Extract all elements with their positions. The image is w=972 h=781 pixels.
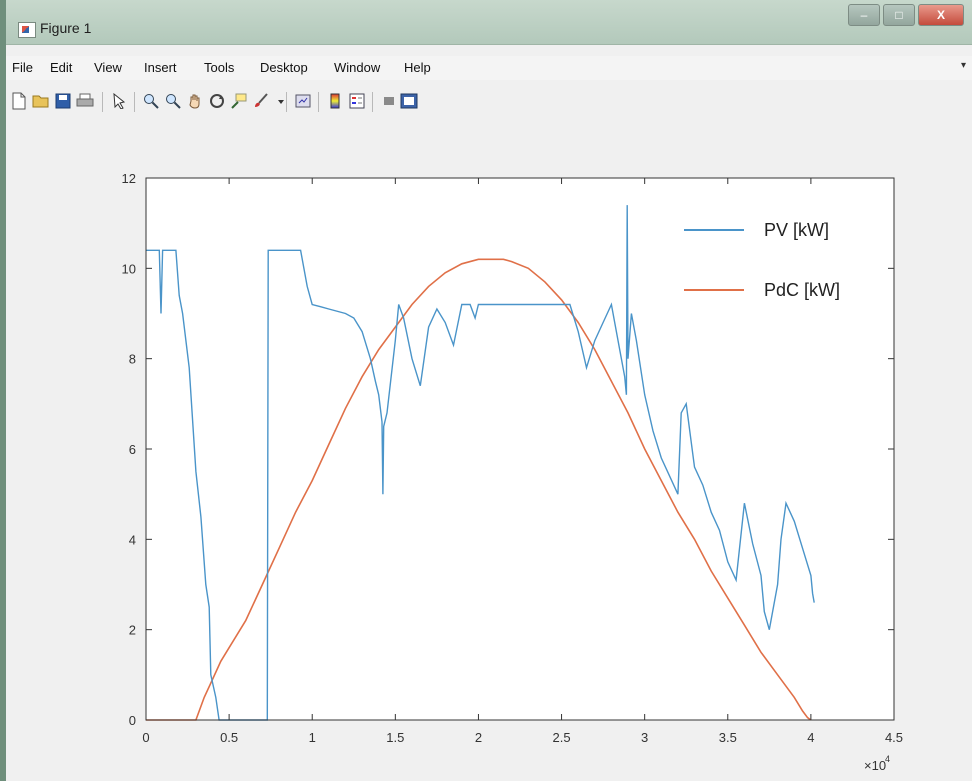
new-figure-icon[interactable] — [10, 92, 28, 110]
x-tick-label: 2.5 — [553, 730, 571, 745]
open-file-icon[interactable] — [32, 92, 50, 110]
x-tick-label: 1 — [309, 730, 316, 745]
title-bar[interactable]: Figure 1 – □ X — [6, 0, 972, 45]
x-tick-label: 3 — [641, 730, 648, 745]
legend-pdc-label: PdC [kW] — [764, 280, 840, 300]
print-icon[interactable] — [76, 92, 94, 110]
x-tick-label: 0.5 — [220, 730, 238, 745]
figure-canvas: 0 0.5 1 1.5 2 2.5 3 3.5 4 4.5 0 2 4 6 8 10 12 ×10 4 PV [… — [6, 118, 972, 781]
x-tick-label: 1.5 — [386, 730, 404, 745]
menu-view[interactable]: View — [94, 60, 122, 75]
insert-legend-icon[interactable] — [348, 92, 366, 110]
x-tick-label: 2 — [475, 730, 482, 745]
menu-bar: File Edit View Insert Tools Desktop Wind… — [6, 56, 972, 80]
save-icon[interactable] — [54, 92, 72, 110]
toolbar-separator — [134, 92, 135, 112]
menu-edit[interactable]: Edit — [50, 60, 73, 75]
window-title: Figure 1 — [40, 20, 92, 36]
toolbar-separator — [318, 92, 319, 112]
x-tick-label: 4 — [807, 730, 814, 745]
plot-svg: 0 0.5 1 1.5 2 2.5 3 3.5 4 4.5 0 2 4 6 8 10 12 ×10 4 PV [… — [122, 171, 904, 773]
link-plot-icon[interactable] — [294, 92, 312, 110]
toolbar-separator — [286, 92, 287, 112]
axes-background — [146, 178, 894, 720]
x-tick-label: 4.5 — [885, 730, 903, 745]
menu-window[interactable]: Window — [334, 60, 381, 75]
legend-pv-label: PV [kW] — [764, 220, 829, 240]
minimize-button[interactable]: – — [848, 4, 880, 26]
y-tick-label: 4 — [129, 532, 136, 547]
brush-dropdown-icon[interactable] — [272, 92, 290, 110]
pdc-series-group — [146, 258, 812, 721]
menu-desktop[interactable]: Desktop — [260, 60, 308, 75]
close-button[interactable]: X — [918, 4, 964, 26]
x-exponent-label: ×10 — [864, 758, 886, 773]
data-cursor-icon[interactable] — [230, 92, 248, 110]
rotate-3d-icon[interactable] — [208, 92, 226, 110]
show-plot-tools-icon[interactable] — [400, 92, 418, 110]
legend[interactable]: PV [kW] PdC [kW] — [684, 220, 840, 300]
edit-plot-icon[interactable] — [110, 92, 128, 110]
menu-overflow-icon[interactable]: ▾ — [960, 60, 966, 71]
y-tick-label: 0 — [129, 713, 136, 728]
toolbar-separator — [372, 92, 373, 112]
menu-tools[interactable]: Tools — [204, 60, 235, 75]
matlab-figure-icon — [18, 22, 36, 38]
menu-insert[interactable]: Insert — [144, 60, 177, 75]
insert-colorbar-icon[interactable] — [326, 92, 344, 110]
menu-file[interactable]: File — [12, 60, 33, 75]
y-tick-label: 2 — [129, 623, 136, 638]
menu-help[interactable]: Help — [404, 60, 431, 75]
toolbar-separator — [102, 92, 103, 112]
pan-icon[interactable] — [186, 92, 204, 110]
zoom-in-icon[interactable] — [142, 92, 160, 110]
x-exponent-power: 4 — [885, 754, 890, 764]
hide-plot-tools-icon[interactable] — [380, 92, 398, 110]
x-tick-label: 0 — [142, 730, 149, 745]
zoom-out-icon[interactable] — [164, 92, 182, 110]
window-controls: – □ X — [845, 4, 964, 30]
pdc-line — [146, 258, 812, 721]
y-tick-label: 6 — [129, 442, 136, 457]
figure-toolbar — [6, 88, 972, 116]
y-tick-label: 12 — [122, 171, 136, 186]
y-tick-label: 8 — [129, 352, 136, 367]
x-tick-label: 3.5 — [719, 730, 737, 745]
tick-group: 0 0.5 1 1.5 2 2.5 3 3.5 4 4.5 0 2 4 6 8 10 12 — [122, 171, 904, 745]
maximize-button[interactable]: □ — [883, 4, 915, 26]
y-tick-label: 10 — [122, 261, 136, 276]
brush-icon[interactable] — [252, 92, 270, 110]
